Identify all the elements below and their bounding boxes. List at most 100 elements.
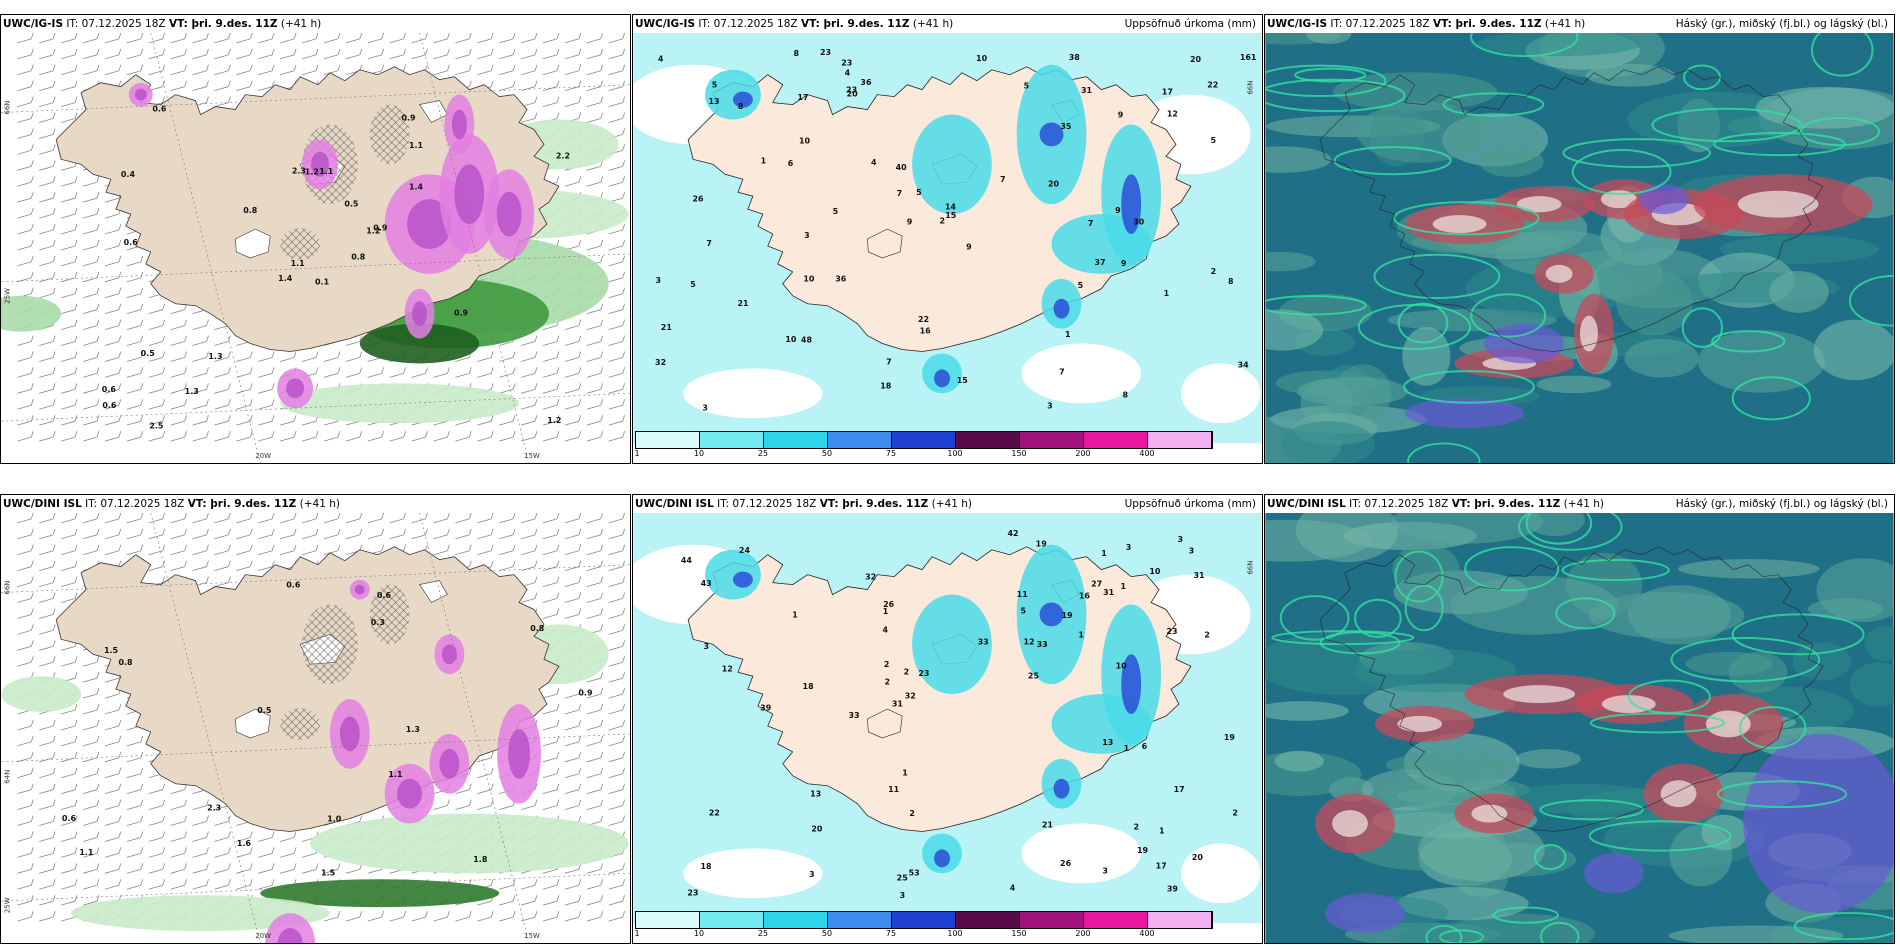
high-cloud	[1404, 174, 1873, 379]
accum-value: 9	[1121, 259, 1127, 268]
accum-value: 4	[883, 625, 889, 634]
precip-value: 0.9	[373, 224, 388, 233]
accum-value: 3	[655, 276, 661, 285]
accum-value: 1	[792, 611, 798, 620]
accum-value: 26	[883, 600, 895, 609]
accum-value: 40	[896, 163, 908, 172]
accum-value: 8	[1228, 277, 1234, 286]
panel-subtitle: Háský (gr.), miðský (fj.bl.) og lágský (…	[1675, 18, 1888, 30]
accum-shading	[705, 544, 1162, 874]
panel-header: UWC/IG-IS IT: 07.12.2025 18Z VT: þri. 9.…	[633, 15, 1262, 33]
mid-cloud	[1325, 733, 1894, 934]
precip-value: 0.3	[371, 618, 385, 627]
valid-time: þri. 9.des. 11Z	[838, 498, 929, 510]
model-name: UWC/IG-IS	[3, 18, 64, 30]
map-canvas: 66N4423185162243231253232126252639231827…	[633, 512, 1262, 924]
accum-value: 3	[809, 870, 815, 879]
accum-value: 15	[945, 211, 956, 220]
accum-value: 12	[1024, 637, 1035, 646]
accum-value: 21	[1042, 820, 1053, 829]
legend-swatch	[1148, 912, 1212, 928]
accum-legend: 1 10 25 50 75 100 150 200 400	[634, 911, 1213, 941]
accum-value: 7	[1000, 175, 1006, 184]
accum-value: 32	[655, 358, 666, 367]
accum-value: 2	[884, 678, 890, 687]
accum-value: 6	[1142, 742, 1148, 751]
accum-values: 4423185162243231253232126252639231827263…	[681, 529, 1238, 900]
precip-value: 1.1	[291, 259, 305, 268]
accum-value: 5	[1020, 606, 1026, 615]
accum-value: 7	[897, 189, 903, 198]
legend-tick: 50	[821, 929, 833, 938]
accum-value: 2	[939, 217, 945, 226]
precip-value: 1.1	[79, 848, 93, 857]
iceland-land	[55, 546, 560, 832]
precip-value: 0.6	[152, 105, 167, 114]
accum-value: 1	[761, 156, 767, 165]
valid-time: þri. 9.des. 11Z	[1451, 18, 1542, 30]
legend-tick: 150	[1011, 449, 1027, 458]
accum-value: 16	[920, 327, 932, 336]
precip-value: 0.4	[121, 170, 136, 179]
accum-value: 33	[978, 638, 989, 647]
precip-value: 1.0	[327, 814, 342, 823]
model-name: UWC/IG-IS	[635, 18, 696, 30]
accum-value: 5	[916, 188, 922, 197]
lon-label: 15W	[524, 452, 540, 460]
accum-value: 5	[712, 80, 718, 89]
init-time: IT: 07.12.2025 18Z	[1327, 18, 1433, 30]
legend-swatch	[700, 912, 764, 928]
valid-time-label: VT:	[800, 18, 820, 30]
precip-value: 1.4	[278, 274, 293, 283]
init-time: IT: 07.12.2025 18Z	[695, 18, 801, 30]
accum-value: 10	[976, 54, 988, 63]
precip-value: 2.5	[149, 421, 163, 430]
accum-value: 5	[833, 207, 839, 216]
accum-value: 11	[1017, 590, 1028, 599]
precip-value: 1.1	[409, 141, 423, 150]
accum-value: 16	[1079, 592, 1091, 601]
panel-header: UWC/DINI ISL IT: 07.12.2025 18Z VT: þri.…	[1, 495, 630, 513]
legend-tick: 400	[1139, 929, 1155, 938]
lat-label: 66N	[1247, 561, 1255, 575]
panel-igis-precip-rate: 66N 25W 20W 15W 0.1 0.4 1.1 0.6 1.2 1.3 0.9 1.1 1.1 0…	[0, 14, 631, 464]
accum-value: 37	[1094, 258, 1105, 267]
accum-value: 32	[905, 692, 916, 701]
accum-value: 1	[1101, 549, 1107, 558]
legend-tick: 75	[885, 449, 897, 458]
valid-time-label: VT:	[1432, 18, 1452, 30]
legend-tick: 150	[1011, 929, 1027, 938]
accum-value: 6	[788, 159, 794, 168]
accum-value: 18	[700, 862, 712, 871]
accum-value: 1	[1065, 330, 1071, 339]
panel-dini-accum-precip: 66N 4 4 2 3 18 5 16 22 43 2 31 25 32 32 12 6 25 26 39 23 18 27…	[632, 494, 1263, 944]
accum-value: 7	[1088, 219, 1094, 228]
lead-time: (+41 h)	[928, 498, 972, 510]
panel-header: UWC/IG-IS IT: 07.12.2025 18Z VT: þri. 9.…	[1, 15, 630, 33]
precip-values: 0.1 0.4 1.1 0.6 1.2 1.3 0.9 1.1 1.1 0.8 0.6 1.2 0.6 2…	[102, 105, 570, 431]
accum-value: 30	[1133, 217, 1145, 226]
accum-value: 5	[690, 280, 696, 289]
valid-time-label: VT:	[819, 498, 839, 510]
panel-header: UWC/DINI ISL IT: 07.12.2025 18Z VT: þri.…	[1265, 495, 1894, 513]
accum-value: 2	[1211, 267, 1217, 276]
accum-value: 3	[900, 891, 906, 900]
legend-swatch	[828, 432, 892, 448]
accum-value: 5	[1078, 281, 1084, 290]
legend-swatch	[764, 912, 828, 928]
valid-time: þri. 9.des. 11Z	[819, 18, 910, 30]
accum-value: 13	[709, 97, 720, 106]
precip-value: 1.6	[237, 839, 252, 848]
lead-time: (+41 h)	[909, 18, 954, 30]
iceland-coastline	[1319, 66, 1824, 352]
accum-value: 2	[1232, 808, 1238, 817]
accum-value: 34	[1238, 360, 1250, 369]
accum-value: 7	[1059, 367, 1065, 376]
mid-cloud	[1404, 184, 1689, 429]
accum-value: 22	[1207, 81, 1218, 90]
precip-value: 0.6	[124, 238, 139, 247]
accum-value: 23	[687, 888, 698, 897]
model-name: UWC/DINI ISL	[1267, 498, 1346, 510]
accum-value: 8	[1122, 391, 1128, 400]
